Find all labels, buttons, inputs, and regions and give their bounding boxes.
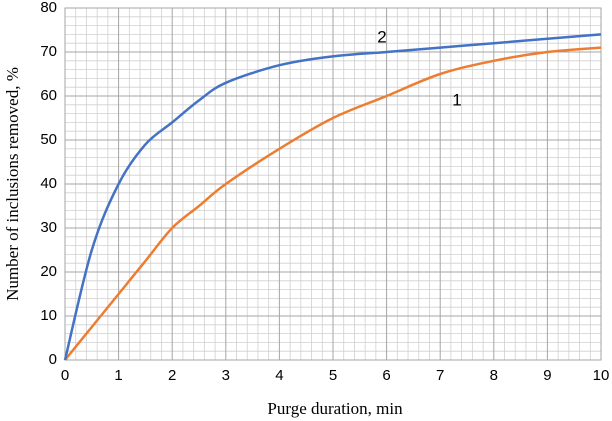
x-axis-label: Purge duration, min	[267, 399, 403, 418]
y-tick-label: 50	[40, 131, 57, 148]
y-tick-label: 30	[40, 219, 57, 236]
plot-frame	[64, 7, 602, 361]
series-line	[64, 46, 602, 361]
y-tick-label: 0	[49, 351, 57, 368]
y-tick-label: 10	[40, 307, 57, 324]
series-label: 1	[452, 90, 461, 109]
x-tick-label: 7	[436, 367, 444, 384]
x-tick-label: 5	[329, 367, 337, 384]
x-tick-label: 1	[114, 367, 122, 384]
x-tick-label: 4	[275, 367, 283, 384]
y-tick-label: 80	[40, 0, 57, 16]
y-axis-label: Number of inclusions removed, %	[3, 67, 22, 301]
x-tick-label: 6	[382, 367, 390, 384]
x-tick-label: 8	[490, 367, 498, 384]
x-tick-label: 0	[61, 367, 69, 384]
x-tick-label: 3	[222, 367, 230, 384]
series-label: 2	[377, 27, 386, 46]
x-tick-label: 10	[593, 367, 610, 384]
y-tick-label: 40	[40, 175, 57, 192]
x-tick-label: 2	[168, 367, 176, 384]
x-tick-label: 9	[543, 367, 551, 384]
series-line	[63, 33, 602, 361]
y-tick-label: 70	[40, 43, 57, 60]
y-tick-label: 20	[40, 263, 57, 280]
y-tick-label: 60	[40, 87, 57, 104]
